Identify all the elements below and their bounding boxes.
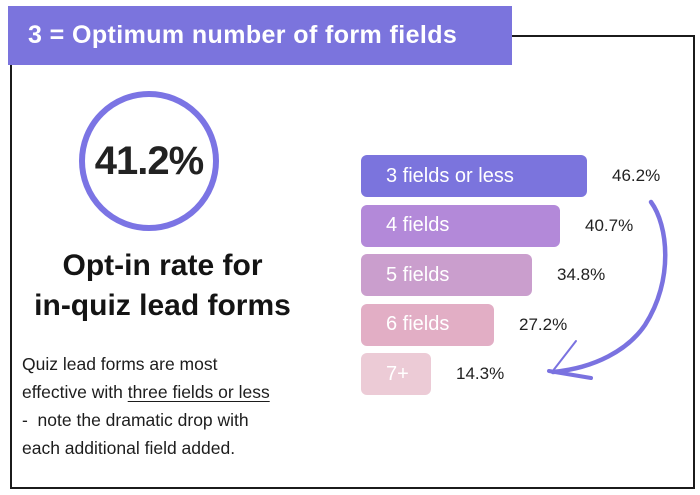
description-line1: Quiz lead forms are most [22,354,218,374]
bar-category-label: 5 fields [386,263,450,286]
description-line3: - note the dramatic drop with [22,410,249,430]
page-title: 3 = Optimum number of form fields [28,21,458,49]
bar-row: 7+ 14.3% [361,353,660,395]
bar-row: 3 fields or less 46.2% [361,155,660,197]
bar-category-label: 7+ [386,362,409,385]
stat-heading-line2: in-quiz lead forms [34,289,291,322]
bar-row: 5 fields 34.8% [361,254,660,296]
bar-value-label: 27.2% [519,314,568,334]
stat-heading-line1: Opt-in rate for [62,249,263,282]
bar-segment: 7+ [361,353,431,395]
bar-value-label: 40.7% [585,215,634,235]
bar-category-label: 3 fields or less [386,164,514,187]
description-line2: effective with three fields or less [22,382,270,402]
description-line4: each additional field added. [22,438,236,458]
bar-segment: 6 fields [361,303,494,346]
bar-category-label: 4 fields [386,214,450,236]
bar-value-label: 14.3% [456,364,505,383]
bar-segment: 3 fields or less [361,155,587,197]
bar-row: 6 fields 27.2% [361,303,660,346]
underlined-phrase: three fields or less [127,382,270,402]
bar-value-label: 46.2% [612,166,661,185]
bar-row: 4 fields 40.7% [361,204,660,247]
bar-category-label: 6 fields [386,313,450,335]
bar-value-label: 34.8% [557,265,606,284]
bar-chart: 3 fields or less 46.2% 4 fields 40.7% 5 fiel… [361,155,660,403]
bar-segment: 4 fields [361,204,560,247]
description-text: Quiz lead forms are most effective with … [22,350,334,462]
title-banner: 3 = Optimum number of form fields [8,6,512,65]
stat-heading: Opt-in rate for in-quiz lead forms [5,246,320,326]
stat-value: 41.2% [94,138,204,183]
stat-circle: 41.2% [79,91,219,231]
bar-segment: 5 fields [361,254,532,296]
